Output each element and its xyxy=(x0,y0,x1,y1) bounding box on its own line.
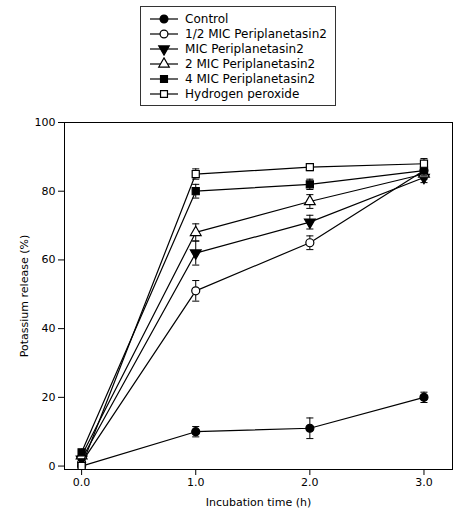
svg-text:Incubation time (h): Incubation time (h) xyxy=(206,496,311,509)
html-text:Control: Control xyxy=(185,11,229,26)
svg-text:2.0: 2.0 xyxy=(301,476,319,489)
svg-text:60: 60 xyxy=(42,253,56,266)
svg-text:3.0: 3.0 xyxy=(415,476,433,489)
html-text:1/2 MIC Periplanetasin2: 1/2 MIC Periplanetasin2 xyxy=(185,26,327,41)
svg-text:20: 20 xyxy=(42,391,56,404)
html-text:2 MIC Periplanetasin2: 2 MIC Periplanetasin2 xyxy=(185,56,316,71)
svg-text:100: 100 xyxy=(35,116,56,129)
svg-text:0.0: 0.0 xyxy=(73,476,91,489)
html-text:Hydrogen peroxide: Hydrogen peroxide xyxy=(185,86,300,101)
svg-text:80: 80 xyxy=(42,185,56,198)
html-text:4 MIC Periplanetasin2: 4 MIC Periplanetasin2 xyxy=(185,71,316,86)
html-text:MIC Periplanetasin2: MIC Periplanetasin2 xyxy=(185,41,304,56)
svg-text:1.0: 1.0 xyxy=(187,476,205,489)
svg-text:Potassium release (%): Potassium release (%) xyxy=(18,235,31,357)
svg-text:0: 0 xyxy=(49,460,56,473)
svg-text:40: 40 xyxy=(42,322,56,335)
